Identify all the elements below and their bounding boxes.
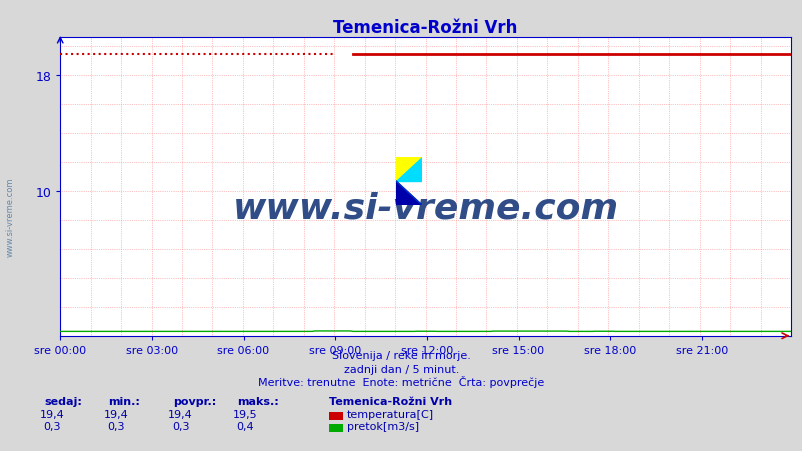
Text: 19,5: 19,5 <box>233 409 257 419</box>
Text: povpr.:: povpr.: <box>172 396 216 405</box>
Polygon shape <box>395 182 421 205</box>
Polygon shape <box>395 158 421 182</box>
Text: sedaj:: sedaj: <box>44 396 82 405</box>
Text: 19,4: 19,4 <box>104 409 128 419</box>
Text: 19,4: 19,4 <box>168 409 192 419</box>
Text: zadnji dan / 5 minut.: zadnji dan / 5 minut. <box>343 364 459 374</box>
Text: min.:: min.: <box>108 396 140 405</box>
Text: 0,3: 0,3 <box>43 421 61 431</box>
Polygon shape <box>395 182 421 205</box>
Text: 0,4: 0,4 <box>236 421 253 431</box>
Text: 0,3: 0,3 <box>107 421 125 431</box>
Polygon shape <box>395 158 421 182</box>
Text: temperatura[C]: temperatura[C] <box>346 409 433 419</box>
Text: Slovenija / reke in morje.: Slovenija / reke in morje. <box>332 350 470 360</box>
Text: Meritve: trenutne  Enote: metrične  Črta: povprečje: Meritve: trenutne Enote: metrične Črta: … <box>258 376 544 387</box>
Text: Temenica-Rožni Vrh: Temenica-Rožni Vrh <box>329 396 452 405</box>
Text: pretok[m3/s]: pretok[m3/s] <box>346 421 419 431</box>
Text: www.si-vreme.com: www.si-vreme.com <box>6 177 15 256</box>
Text: www.si-vreme.com: www.si-vreme.com <box>233 191 618 225</box>
Title: Temenica-Rožni Vrh: Temenica-Rožni Vrh <box>333 19 517 37</box>
Text: 0,3: 0,3 <box>172 421 189 431</box>
Text: maks.:: maks.: <box>237 396 278 405</box>
Text: 19,4: 19,4 <box>40 409 64 419</box>
